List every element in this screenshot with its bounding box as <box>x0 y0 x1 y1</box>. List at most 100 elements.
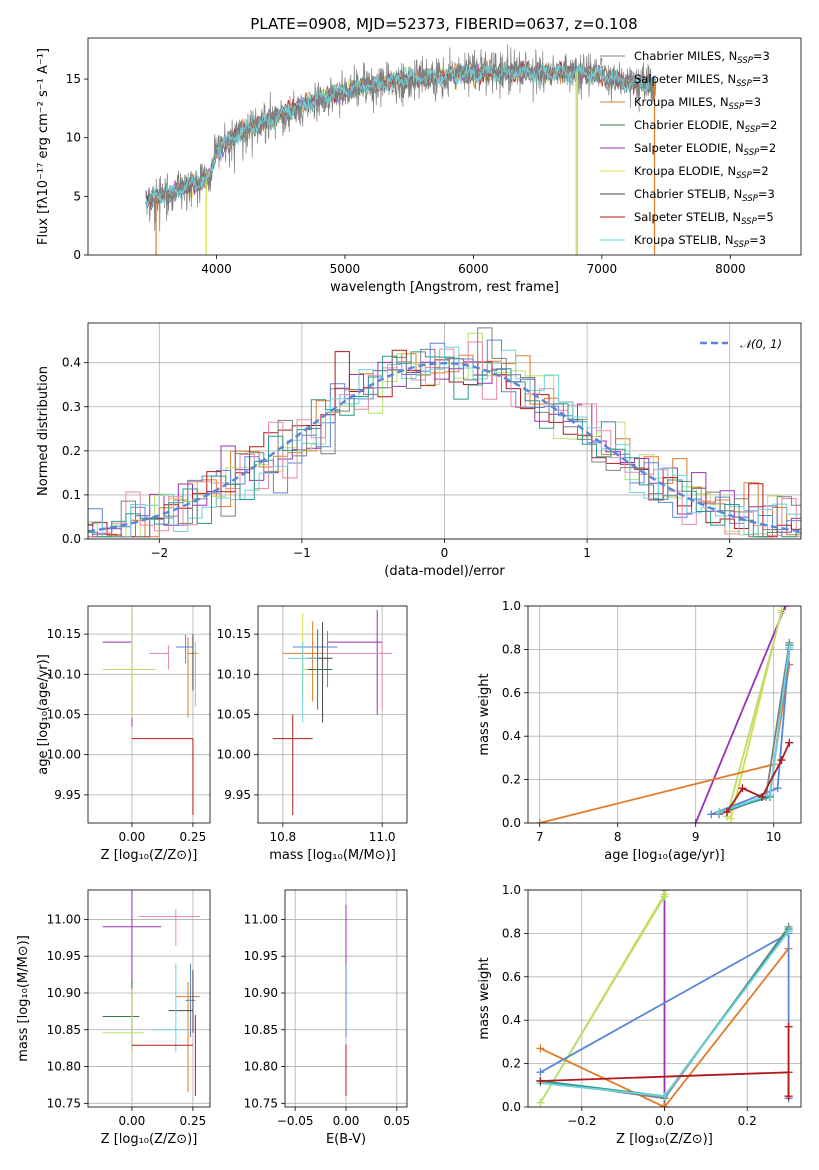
legend-entry: Chabrier MILES, NSSP=3 <box>634 49 770 66</box>
x-axis-label: E(B-V) <box>326 1132 366 1147</box>
legend-entry: Chabrier ELODIE, NSSP=2 <box>634 118 777 135</box>
x-tick-label: 8000 <box>715 262 746 276</box>
spectrum-panel: 4000 5000 6000 7000 8000 0 5 10 15 wavelength [An… <box>36 37 802 295</box>
histogram-step <box>88 346 801 538</box>
y-tick-label: 10.90 <box>244 986 278 1000</box>
x-tick-label: 11.0 <box>369 830 396 844</box>
plot-frame <box>527 605 802 824</box>
y-axis-label: Normed distribution <box>36 366 51 496</box>
figure-title: PLATE=0908, MJD=52373, FIBERID=0637, z=0… <box>250 15 637 33</box>
y-tick-label: 10.85 <box>244 1023 278 1037</box>
spectrum-observed-line <box>145 44 657 232</box>
y-tick-label: 0.2 <box>502 773 521 787</box>
series-line <box>694 606 787 823</box>
legend-entry: Kroupa ELODIE, NSSP=2 <box>634 164 769 181</box>
y-tick-label: 0.4 <box>502 1013 521 1027</box>
plot-frame <box>87 37 802 256</box>
plot-frame <box>284 889 408 1108</box>
y-tick-label: 11.00 <box>47 912 81 926</box>
y-tick-label: 10.75 <box>47 1096 81 1110</box>
histogram-step <box>88 327 801 538</box>
series-marker <box>535 819 544 823</box>
series-line <box>540 948 790 1107</box>
x-tick-label: 0.05 <box>383 1114 410 1128</box>
massweight-age-panel: 7 8 9 10 0.0 0.2 0.4 0.6 0.8 1.0 age [log₁₀(age/yr… <box>477 599 802 863</box>
series-marker <box>784 1092 793 1101</box>
mass-EBV-panel: −0.05 0.00 0.05 10.75 10.80 10.85 10.90 10.95 11… <box>244 889 410 1147</box>
series-marker <box>773 784 782 793</box>
line-series-group <box>535 606 794 823</box>
errorbar-group <box>102 609 198 815</box>
spectrum-lines <box>145 44 657 255</box>
y-axis-label: Flux [fλ10⁻¹⁷ erg cm⁻² s⁻¹ A⁻¹] <box>36 48 51 245</box>
y-tick-label: 11.00 <box>244 912 278 926</box>
y-tick-label: 10.15 <box>217 627 251 641</box>
y-tick-label: 9.95 <box>224 788 251 802</box>
histogram-step <box>88 361 801 538</box>
plot-frame <box>257 605 408 824</box>
x-axis-label: wavelength [Angstrom, rest frame] <box>330 280 559 295</box>
legend-entry: Salpeter ELODIE, NSSP=2 <box>634 141 776 158</box>
y-tick-label: 10.85 <box>47 1023 81 1037</box>
y-tick-label: 0.8 <box>502 642 521 656</box>
series-marker <box>707 810 716 819</box>
plot-frame <box>527 889 802 1108</box>
errorbar-group <box>102 890 201 1096</box>
spectrum-model-line <box>145 59 657 207</box>
y-tick-label: 10.75 <box>244 1096 278 1110</box>
x-axis-label: (data-model)/error <box>384 564 505 579</box>
series-line <box>539 896 666 1104</box>
y-axis-label: mass [log₁₀(M/M⊙)] <box>16 935 31 1062</box>
x-axis-label: mass [log₁₀(M/M⊙)] <box>269 848 396 863</box>
y-tick-label: 10.00 <box>47 748 81 762</box>
errorbar-group <box>272 610 393 815</box>
y-tick-label: 15 <box>66 72 81 86</box>
legend-entry: 𝒩(0, 1) <box>740 337 782 351</box>
y-tick-label: 0.2 <box>62 444 81 458</box>
massweight-Z-panel: −0.2 0.0 0.2 0.0 0.2 0.4 0.6 0.8 1.0 Z [log₁₀(Z/Z… <box>477 883 802 1147</box>
series-marker <box>536 1076 545 1085</box>
series-marker <box>715 808 724 817</box>
x-tick-label: 0.2 <box>738 1114 757 1128</box>
x-tick-label: 0.00 <box>333 1114 360 1128</box>
y-tick-label: 0.0 <box>502 1100 521 1114</box>
series-marker <box>738 784 747 793</box>
series-marker <box>785 738 794 747</box>
series-marker <box>784 1022 793 1031</box>
y-tick-label: 10.05 <box>217 708 251 722</box>
x-axis-label: Z [log₁₀(Z/Z⊙)] <box>616 1132 713 1147</box>
y-tick-label: 1.0 <box>502 883 521 897</box>
x-tick-label: −2 <box>150 546 168 560</box>
line-series-group <box>536 890 793 1107</box>
series-marker <box>781 606 790 610</box>
y-tick-label: 10.10 <box>217 667 251 681</box>
x-tick-label: 6000 <box>458 262 489 276</box>
series-marker <box>785 643 794 652</box>
series-line <box>726 612 783 817</box>
y-tick-label: 10 <box>66 131 81 145</box>
x-tick-label: 0.25 <box>180 830 207 844</box>
x-tick-label: 10.8 <box>269 830 296 844</box>
series-marker <box>784 927 793 936</box>
y-tick-label: 0.4 <box>502 729 521 743</box>
series-marker <box>777 756 786 765</box>
x-tick-label: 0.25 <box>180 1114 207 1128</box>
y-tick-label: 0.0 <box>502 816 521 830</box>
y-tick-label: 1.0 <box>502 599 521 613</box>
series-marker <box>777 608 786 617</box>
series-line <box>718 647 791 813</box>
legend-entry: Salpeter STELIB, NSSP=5 <box>634 210 774 227</box>
y-axis-label: mass weight <box>477 957 492 1039</box>
legend-entry: Kroupa MILES, NSSP=3 <box>634 95 761 112</box>
x-tick-label: 4000 <box>201 262 232 276</box>
plot-frame <box>87 889 211 1108</box>
y-tick-label: 10.95 <box>47 949 81 963</box>
y-tick-label: 0.4 <box>62 356 81 370</box>
x-tick-label: 7 <box>536 830 544 844</box>
x-tick-label: 2 <box>726 546 734 560</box>
x-tick-label: 0.00 <box>119 830 146 844</box>
series-marker <box>536 1044 545 1053</box>
plot-frame <box>87 605 211 824</box>
series-marker <box>660 1092 669 1101</box>
y-tick-label: 10.05 <box>47 708 81 722</box>
